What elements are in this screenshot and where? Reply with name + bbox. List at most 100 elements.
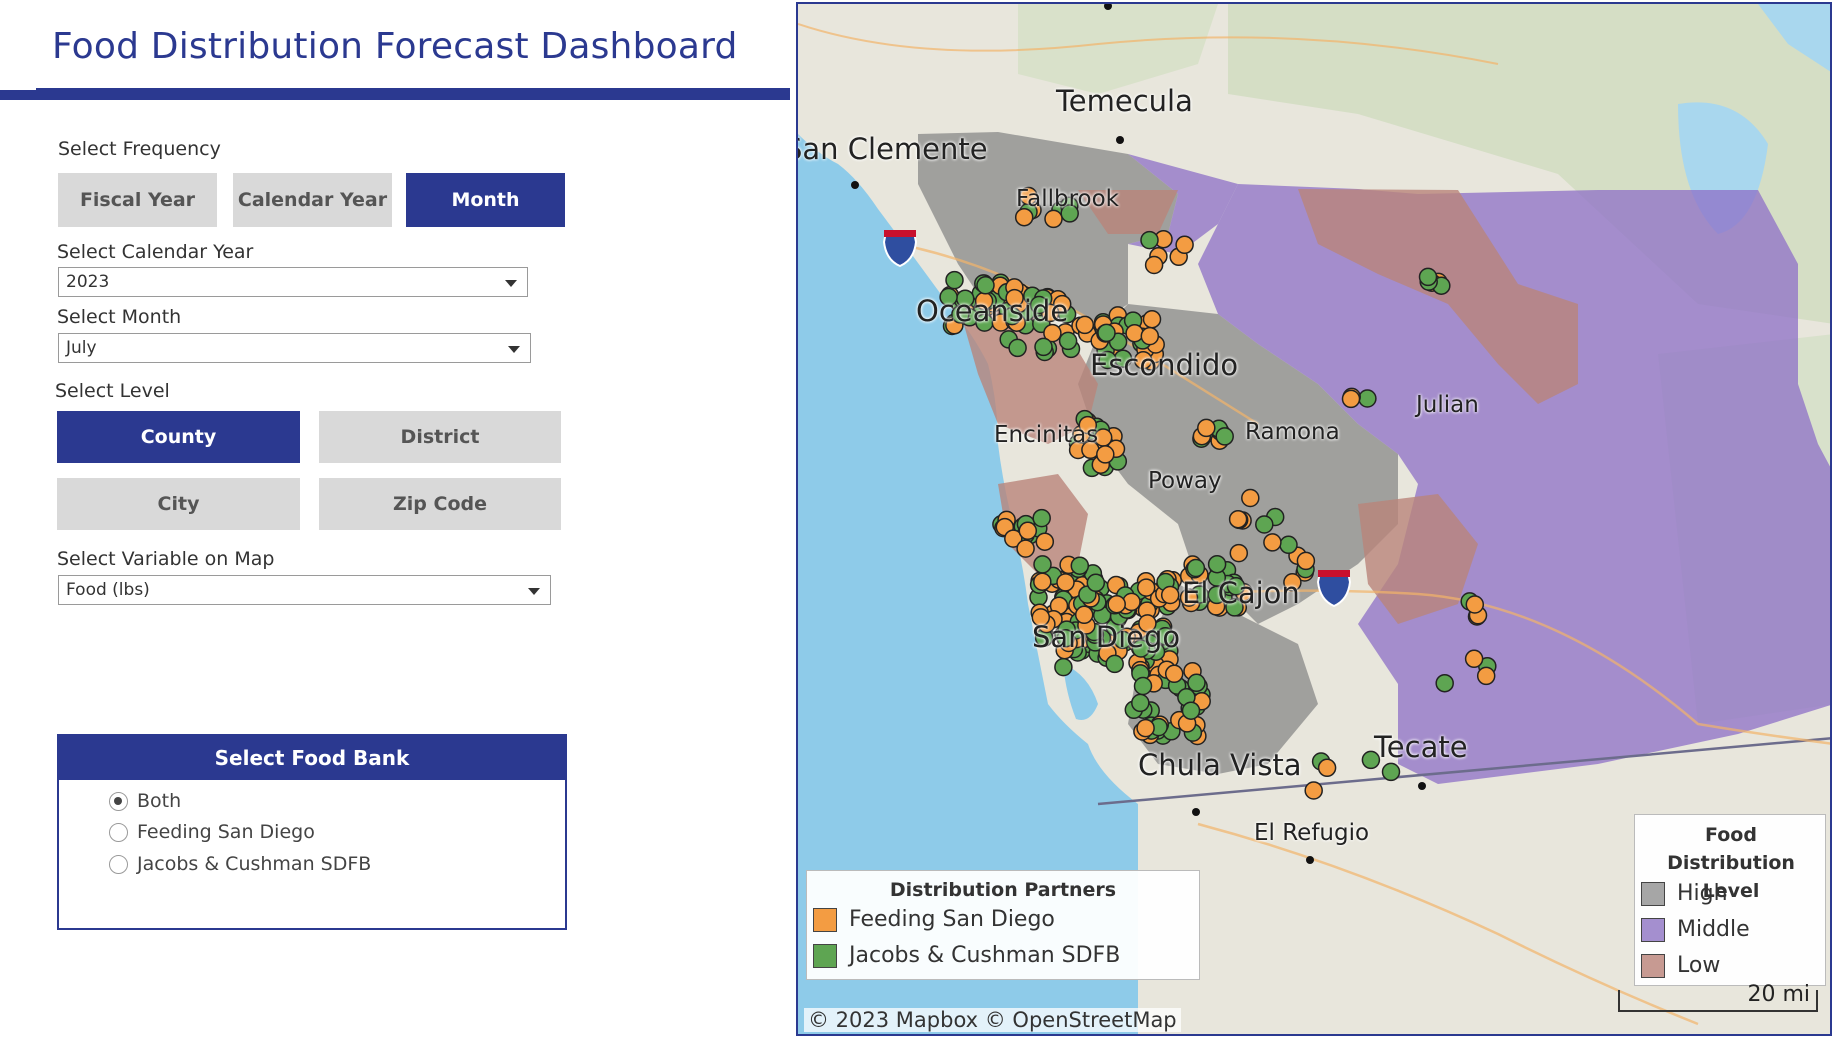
distribution-site-marker[interactable] <box>1142 309 1162 329</box>
distribution-site-marker[interactable] <box>1207 585 1227 605</box>
distribution-site-marker[interactable] <box>1005 288 1024 308</box>
distribution-site-marker[interactable] <box>1075 315 1095 335</box>
distribution-site-marker[interactable] <box>1228 509 1248 529</box>
distribution-site-marker[interactable] <box>1008 338 1027 358</box>
food-bank-option-jacobs-cushman[interactable]: Jacobs & Cushman SDFB <box>109 853 371 875</box>
radio-icon[interactable] <box>109 822 128 842</box>
distribution-site-marker[interactable] <box>1131 639 1151 658</box>
distribution-site-marker[interactable] <box>1096 445 1115 464</box>
legend-item-jacobs-cushman[interactable]: Jacobs & Cushman SDFB <box>813 943 1120 968</box>
distribution-site-marker[interactable] <box>1279 535 1298 555</box>
distribution-site-marker[interactable] <box>1016 539 1035 558</box>
level-county-button[interactable]: County <box>57 411 300 463</box>
food-bank-option-feeding-san-diego[interactable]: Feeding San Diego <box>109 821 315 843</box>
distribution-site-marker[interactable] <box>1113 630 1133 650</box>
distribution-site-marker[interactable] <box>1186 558 1206 578</box>
distribution-site-marker[interactable] <box>1283 573 1302 592</box>
legend-item-middle[interactable]: Middle <box>1641 917 1750 942</box>
distribution-site-marker[interactable] <box>1179 588 1199 607</box>
distribution-site-marker[interactable] <box>1175 235 1194 255</box>
distribution-site-marker[interactable] <box>1156 627 1175 646</box>
distribution-site-marker[interactable] <box>1029 295 1049 315</box>
distribution-site-marker[interactable] <box>1043 323 1062 343</box>
radio-selected-icon[interactable] <box>109 791 128 811</box>
distribution-site-marker[interactable] <box>1187 673 1206 693</box>
distribution-site-marker[interactable] <box>1381 762 1401 782</box>
distribution-site-marker[interactable] <box>1032 508 1051 528</box>
distribution-site-marker[interactable] <box>1133 350 1153 370</box>
frequency-calendar-year-button[interactable]: Calendar Year <box>233 173 392 227</box>
distribution-site-marker[interactable] <box>1361 750 1381 770</box>
distribution-site-marker[interactable] <box>1181 701 1201 720</box>
distribution-site-marker[interactable] <box>1004 529 1023 548</box>
map-view[interactable]: Temecula San Clemente Fallbrook Oceansid… <box>796 2 1832 1036</box>
month-select[interactable]: July <box>58 333 531 363</box>
distribution-site-marker[interactable] <box>1140 326 1160 346</box>
distribution-site-marker[interactable] <box>1056 629 1075 648</box>
level-city-button[interactable]: City <box>57 478 300 530</box>
distribution-site-marker[interactable] <box>1241 488 1260 508</box>
distribution-site-marker[interactable] <box>1263 533 1282 552</box>
distribution-site-marker[interactable] <box>1164 664 1184 684</box>
distribution-site-marker[interactable] <box>1207 554 1227 574</box>
distribution-site-marker[interactable] <box>1144 255 1164 275</box>
distribution-site-marker[interactable] <box>1074 605 1094 625</box>
distribution-site-marker[interactable] <box>1070 556 1090 575</box>
distribution-site-marker[interactable] <box>1418 267 1438 287</box>
legend-item-high[interactable]: High <box>1641 881 1728 906</box>
distribution-site-marker[interactable] <box>1464 649 1484 669</box>
distribution-site-marker[interactable] <box>1033 555 1052 574</box>
distribution-site-marker[interactable] <box>1138 614 1157 633</box>
level-zip-code-button[interactable]: Zip Code <box>319 478 561 530</box>
distribution-site-marker[interactable] <box>1107 594 1126 614</box>
distribution-site-marker[interactable] <box>945 270 964 290</box>
distribution-site-marker[interactable] <box>976 276 995 295</box>
distribution-site-marker[interactable] <box>951 305 970 324</box>
frequency-fiscal-year-button[interactable]: Fiscal Year <box>58 173 217 227</box>
distribution-site-marker[interactable] <box>1034 337 1053 357</box>
distribution-site-marker[interactable] <box>1140 230 1159 250</box>
distribution-site-marker[interactable] <box>1435 673 1454 693</box>
distribution-site-marker[interactable] <box>1058 331 1078 351</box>
legend-item-low[interactable]: Low <box>1641 953 1720 978</box>
distribution-site-marker[interactable] <box>1476 666 1496 686</box>
distribution-site-marker[interactable] <box>1304 781 1323 800</box>
food-bank-option-both[interactable]: Both <box>109 790 181 812</box>
distribution-site-marker[interactable] <box>1031 608 1051 627</box>
distribution-site-marker[interactable] <box>1136 718 1155 738</box>
radio-icon[interactable] <box>109 854 128 874</box>
distribution-site-marker[interactable] <box>1255 515 1274 534</box>
distribution-site-marker[interactable] <box>1229 543 1249 563</box>
distribution-site-marker[interactable] <box>1225 598 1244 617</box>
calendar-year-select[interactable]: 2023 <box>58 267 528 297</box>
distribution-site-marker[interactable] <box>1097 323 1116 343</box>
distribution-site-marker[interactable] <box>1060 204 1079 223</box>
distribution-site-marker[interactable] <box>1035 532 1055 551</box>
distribution-site-marker[interactable] <box>1215 427 1234 446</box>
distribution-site-marker[interactable] <box>1465 595 1485 614</box>
distribution-site-marker[interactable] <box>1014 207 1034 227</box>
distribution-site-marker[interactable] <box>1078 415 1098 435</box>
distribution-site-marker[interactable] <box>939 287 958 307</box>
legend-item-feeding-san-diego[interactable]: Feeding San Diego <box>813 907 1055 932</box>
distribution-site-marker[interactable] <box>1105 654 1124 674</box>
distribution-site-marker[interactable] <box>1056 573 1075 592</box>
distribution-site-marker[interactable] <box>1358 389 1377 408</box>
distribution-site-marker[interactable] <box>1125 323 1144 343</box>
distribution-site-marker[interactable] <box>1018 521 1038 541</box>
distribution-site-marker[interactable] <box>1044 209 1063 229</box>
distribution-site-marker[interactable] <box>1197 418 1216 438</box>
distribution-site-marker[interactable] <box>1054 657 1073 677</box>
distribution-site-marker[interactable] <box>1226 577 1246 596</box>
distribution-site-marker[interactable] <box>1086 573 1106 593</box>
distribution-site-marker[interactable] <box>1160 585 1180 605</box>
distribution-site-marker[interactable] <box>1098 350 1117 370</box>
distribution-site-marker[interactable] <box>1002 306 1022 326</box>
distribution-site-marker[interactable] <box>1136 578 1156 597</box>
map-attribution[interactable]: © 2023 Mapbox © OpenStreetMap <box>804 1008 1181 1032</box>
distribution-site-marker[interactable] <box>1033 572 1052 591</box>
distribution-site-marker[interactable] <box>1133 676 1153 696</box>
distribution-site-marker[interactable] <box>1131 693 1150 713</box>
distribution-site-marker[interactable] <box>1317 758 1337 778</box>
distribution-site-marker[interactable] <box>1019 186 1038 206</box>
